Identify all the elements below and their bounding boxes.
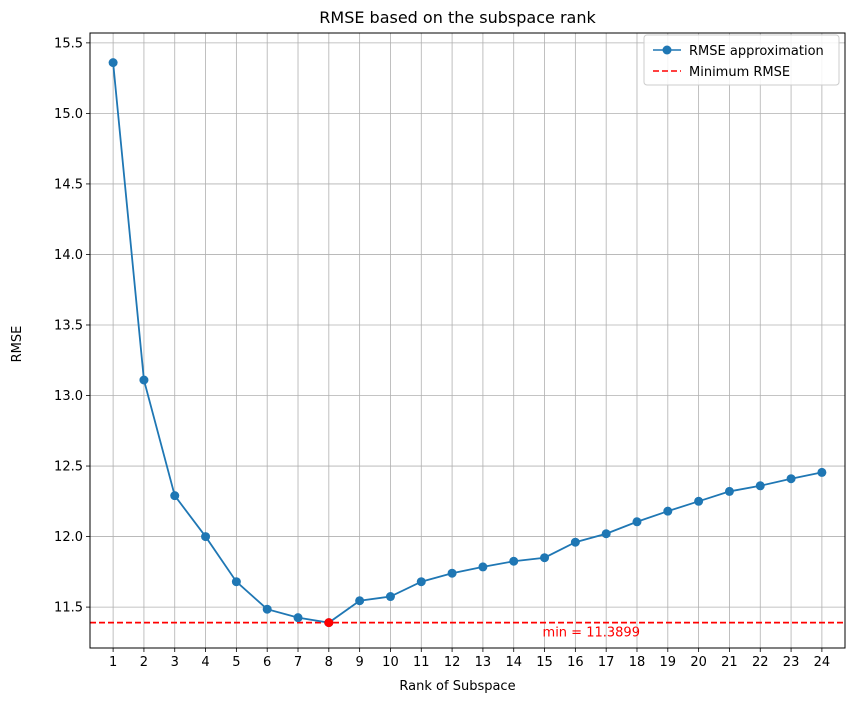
min-point: [324, 618, 334, 628]
x-tick-label: 22: [752, 655, 769, 670]
x-tick-label: 21: [721, 655, 738, 670]
data-point: [755, 481, 765, 491]
x-tick-label: 5: [232, 655, 240, 670]
y-tick-label: 13.5: [54, 318, 83, 333]
legend-box: [643, 34, 840, 86]
legend: RMSE approximation Minimum RMSE: [643, 34, 840, 86]
legend-reference-label: Minimum RMSE: [689, 65, 790, 80]
x-tick-label: 9: [356, 655, 364, 670]
x-tick-label: 18: [629, 655, 646, 670]
data-point: [447, 568, 457, 578]
data-point: [478, 562, 488, 572]
series-line: [112, 62, 823, 624]
y-tick-label: 11.5: [54, 601, 83, 616]
y-tick-label: 15.5: [54, 36, 83, 51]
y-tick-label: 12.0: [54, 530, 83, 545]
data-point: [509, 556, 519, 566]
data-point: [293, 613, 303, 623]
data-point: [355, 596, 365, 606]
data-point: [139, 375, 149, 385]
x-tick-label: 6: [263, 655, 271, 670]
data-point: [170, 491, 180, 501]
x-tick-label: 3: [171, 655, 179, 670]
x-tick-label: 1: [109, 655, 117, 670]
min-annotation: min = 11.3899: [543, 626, 640, 641]
data-point: [601, 529, 611, 539]
data-point: [663, 506, 673, 516]
legend-series-marker: [662, 45, 672, 55]
x-tick-label: 23: [783, 655, 800, 670]
x-tick-label: 14: [505, 655, 522, 670]
data-point: [231, 577, 241, 587]
series-layer: [108, 58, 827, 628]
data-point: [786, 474, 796, 484]
y-tick-label: 15.0: [54, 107, 83, 122]
data-point: [201, 532, 211, 542]
x-tick-label: 8: [325, 655, 333, 670]
legend-series-label: RMSE approximation: [689, 44, 824, 59]
data-point: [694, 496, 704, 506]
data-point: [632, 517, 642, 527]
data-point: [416, 577, 426, 587]
y-axis-label: RMSE: [10, 326, 25, 363]
x-tick-label: 19: [660, 655, 677, 670]
data-point: [724, 486, 734, 496]
x-tick-label: 20: [690, 655, 707, 670]
x-tick-label: 12: [444, 655, 461, 670]
y-tick-label: 13.0: [54, 389, 83, 404]
data-point: [385, 592, 395, 602]
x-tick-label: 2: [140, 655, 148, 670]
x-tick-label: 11: [413, 655, 430, 670]
x-tick-label: 16: [567, 655, 584, 670]
x-tick-label: 4: [201, 655, 209, 670]
x-axis-label: Rank of Subspace: [399, 679, 515, 694]
y-axis-ticks: 11.5 12.0 12.5 13.0 13.5 14.0 14.5 15.0 15.5: [54, 36, 90, 616]
x-tick-label: 24: [814, 655, 831, 670]
data-point: [540, 553, 550, 563]
data-point: [262, 604, 272, 614]
x-tick-label: 7: [294, 655, 302, 670]
x-tick-label: 13: [475, 655, 492, 670]
chart-title: RMSE based on the subspace rank: [319, 8, 596, 27]
data-point: [570, 537, 580, 547]
x-tick-label: 10: [382, 655, 399, 670]
y-tick-label: 14.5: [54, 177, 83, 192]
x-axis-ticks: 1 2 3 4 5 6 7 8 9 10 11 12 13 14 15 16 17 18 19 20 21 22 23 24: [109, 648, 830, 670]
grid: [90, 33, 845, 648]
x-tick-label: 17: [598, 655, 615, 670]
y-tick-label: 12.5: [54, 460, 83, 475]
x-tick-label: 15: [536, 655, 553, 670]
data-point: [817, 467, 827, 477]
y-tick-label: 14.0: [54, 248, 83, 263]
plot-frame: [89, 32, 846, 649]
data-point: [108, 58, 118, 68]
